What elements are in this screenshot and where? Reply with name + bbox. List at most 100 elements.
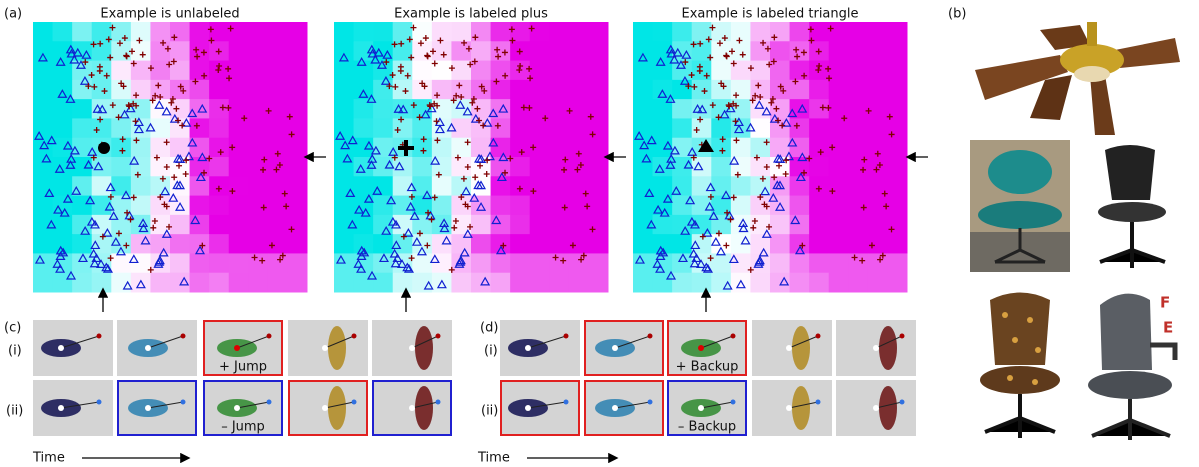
heat-cell: [692, 118, 712, 138]
heat-cell: [809, 118, 829, 138]
heat-cell: [229, 99, 249, 119]
marker: [181, 400, 186, 405]
heat-cell: [451, 138, 471, 158]
heat-cell: [549, 253, 569, 273]
heat-cell: [491, 22, 511, 42]
heat-cell: [829, 80, 849, 100]
heat-cell: [471, 22, 491, 42]
video-frame: – Backup: [667, 380, 747, 436]
heat-cell: [412, 118, 432, 138]
heat-cell: [393, 118, 413, 138]
heat-cell: [334, 196, 354, 216]
heat-cell: [209, 157, 229, 177]
heat-cell: [209, 234, 229, 254]
frame-caption: + Backup: [676, 360, 739, 375]
heat-cell: [268, 215, 288, 235]
heat-cell: [510, 118, 530, 138]
heat-cell: [530, 22, 550, 42]
heat-cell: [131, 176, 151, 196]
heat-cell: [287, 99, 307, 119]
heat-cell: [287, 80, 307, 100]
heat-cell: [653, 118, 673, 138]
heat-cell: [510, 99, 530, 119]
heat-cell: [334, 234, 354, 254]
heat-cell: [672, 176, 692, 196]
heat-cell: [848, 273, 868, 293]
heat-cell: [692, 273, 712, 293]
heat-cell: [412, 215, 432, 235]
row-label: (i): [484, 344, 498, 359]
heat-cell: [209, 273, 229, 293]
fly-dot: [58, 345, 64, 351]
heat-cell: [33, 196, 53, 216]
marker: [648, 400, 653, 405]
heat-cell: [569, 234, 589, 254]
heat-cell: [393, 157, 413, 177]
heat-cell: [268, 41, 288, 61]
heat-cell: [731, 99, 751, 119]
video-frame: [836, 320, 916, 376]
heat-cell: [53, 41, 73, 61]
panel-label: (d): [480, 321, 498, 336]
heat-cell: [848, 234, 868, 254]
heat-cell: [549, 196, 569, 216]
heat-cell: [848, 196, 868, 216]
heat-cell: [92, 273, 112, 293]
heat-cell: [268, 61, 288, 81]
heat-cell: [131, 22, 151, 42]
heat-cell: [848, 215, 868, 235]
heat-cell: [33, 41, 53, 61]
heat-cell: [790, 118, 810, 138]
fly-dot: [873, 405, 879, 411]
heat-cell: [672, 157, 692, 177]
video-frame: [372, 320, 452, 376]
video-frame: [288, 320, 368, 376]
heat-cell: [229, 61, 249, 81]
heat-cell: [809, 80, 829, 100]
heat-cell: [170, 234, 190, 254]
heat-cell: [373, 273, 393, 293]
heat-cell: [633, 138, 653, 158]
heat-cell: [170, 22, 190, 42]
heat-cell: [111, 215, 131, 235]
video-frame: [372, 380, 452, 436]
heat-cell: [150, 22, 170, 42]
heat-cell: [672, 234, 692, 254]
heat-cell: [809, 234, 829, 254]
scatter-panel: [334, 22, 609, 293]
fly-dot: [698, 405, 704, 411]
row-label: (i): [8, 344, 22, 359]
heat-cell: [92, 118, 112, 138]
heat-cell: [53, 138, 73, 158]
heat-cell: [111, 138, 131, 158]
heat-cell: [412, 61, 432, 81]
heat-cell: [287, 196, 307, 216]
heat-cell: [334, 273, 354, 293]
heat-cell: [268, 234, 288, 254]
row-label: (ii): [481, 404, 498, 419]
frame-caption: – Backup: [678, 420, 736, 435]
heat-cell: [268, 99, 288, 119]
fly-dot: [786, 405, 792, 411]
heat-cell: [653, 157, 673, 177]
heat-cell: [692, 157, 712, 177]
heat-cell: [287, 253, 307, 273]
heat-cell: [287, 22, 307, 42]
heat-cell: [248, 80, 268, 100]
heat-cell: [491, 138, 511, 158]
heat-cell: [287, 215, 307, 235]
heat-cell: [451, 61, 471, 81]
heat-cell: [790, 61, 810, 81]
heat-cell: [412, 157, 432, 177]
heat-cell: [672, 118, 692, 138]
heat-cell: [287, 61, 307, 81]
marker: [731, 400, 736, 405]
heat-cell: [829, 99, 849, 119]
marker: [267, 400, 272, 405]
heat-cell: [248, 253, 268, 273]
heat-cell: [549, 99, 569, 119]
heat-cell: [633, 99, 653, 119]
heat-cell: [268, 196, 288, 216]
heat-cell: [248, 99, 268, 119]
heat-cell: [248, 234, 268, 254]
